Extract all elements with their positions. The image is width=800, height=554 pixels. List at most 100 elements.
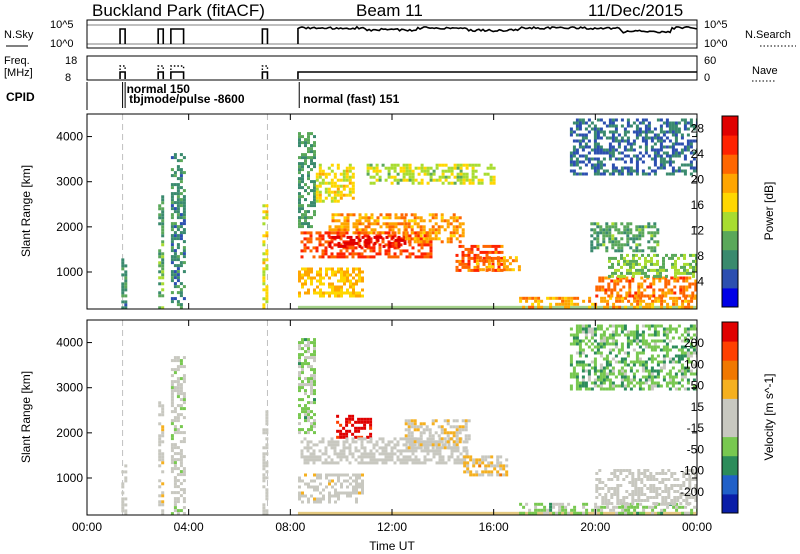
velocity-cell	[610, 472, 614, 475]
velocity-cell	[656, 384, 660, 388]
power-cell	[304, 216, 307, 220]
power-cell	[467, 247, 471, 251]
power-cell	[610, 288, 614, 292]
freq-frame	[86, 55, 698, 81]
power-cell	[360, 231, 364, 235]
velocity-cell	[596, 348, 600, 352]
power-cell	[345, 184, 349, 188]
power-data-layer	[121, 114, 697, 309]
power-cell	[307, 216, 310, 220]
power-cell	[414, 234, 418, 238]
power-cell	[310, 189, 313, 193]
velocity-cell	[534, 505, 538, 509]
power-cell	[528, 296, 532, 300]
power-cell	[396, 178, 400, 182]
power-cell	[173, 276, 177, 280]
velocity-cell	[581, 369, 585, 373]
power-cell	[176, 258, 180, 262]
time-tick-label: 20:00	[580, 520, 610, 534]
power-cell	[635, 262, 638, 266]
velocity-cell	[312, 461, 316, 465]
velocity-cell	[176, 431, 180, 435]
power-cell	[307, 270, 310, 274]
power-cell	[333, 184, 337, 188]
velocity-cell	[449, 431, 453, 435]
power-cell	[161, 222, 165, 226]
velocity-cell	[569, 372, 573, 376]
velocity-cell	[638, 360, 642, 364]
velocity-cell	[438, 449, 442, 453]
power-cell	[632, 234, 636, 238]
velocity-cell	[340, 485, 343, 489]
freq-tick-bottom: 8	[65, 72, 71, 84]
power-cell	[400, 213, 404, 217]
power-cell	[455, 259, 459, 263]
velocity-cell	[420, 440, 424, 444]
velocity-cell	[602, 357, 606, 361]
power-cell	[611, 222, 615, 226]
power-cell	[313, 135, 316, 139]
power-cell	[590, 249, 594, 253]
velocity-cell	[307, 431, 310, 435]
velocity-cell	[428, 428, 432, 432]
power-cell	[482, 262, 486, 266]
power-cell	[561, 296, 565, 300]
power-cell	[614, 169, 618, 173]
power-cell	[649, 285, 653, 289]
power-cell	[626, 259, 629, 263]
velocity-cell	[339, 455, 343, 459]
power-cell	[318, 243, 322, 247]
power-cell	[623, 145, 627, 149]
velocity-cell	[173, 356, 177, 360]
power-cell	[298, 270, 301, 274]
power-cell	[400, 216, 404, 220]
power-cell	[694, 282, 697, 286]
power-cell	[397, 235, 401, 239]
velocity-cell	[617, 351, 621, 355]
velocity-cell	[692, 378, 696, 382]
power-cell	[608, 259, 611, 263]
velocity-cell	[651, 508, 655, 512]
velocity-cell	[307, 338, 310, 342]
power-cell	[602, 243, 606, 247]
power-cell	[659, 157, 663, 161]
velocity-cell	[315, 455, 319, 459]
velocity-cell	[685, 502, 689, 505]
power-cell	[307, 150, 310, 154]
velocity-cell	[417, 458, 421, 462]
velocity-cell	[319, 476, 322, 480]
velocity-cell	[298, 398, 301, 402]
velocity-colorbar-label: Velocity [m s^-1]	[762, 374, 776, 461]
power-cell	[593, 139, 597, 143]
power-cell	[683, 118, 687, 122]
power-cell	[683, 271, 686, 275]
power-cell	[315, 196, 319, 200]
velocity-cell	[555, 511, 559, 515]
power-cell	[453, 181, 457, 185]
velocity-cell	[635, 342, 639, 346]
power-cell	[373, 222, 377, 226]
power-cell	[161, 282, 165, 286]
power-cell	[361, 235, 365, 239]
velocity-cell	[441, 461, 445, 465]
power-cell	[327, 193, 331, 197]
power-cell	[298, 195, 301, 199]
power-cell	[343, 282, 346, 286]
power-cell	[298, 201, 301, 205]
velocity-cell	[158, 479, 162, 483]
power-cell	[485, 259, 489, 263]
velocity-cell	[342, 440, 346, 444]
power-cell	[610, 294, 614, 298]
power-cell	[301, 156, 304, 160]
power-cell	[355, 294, 358, 298]
velocity-cell	[176, 446, 180, 450]
velocity-cell	[375, 443, 379, 447]
power-cell	[417, 172, 421, 176]
power-cell	[680, 271, 683, 275]
velocity-cell	[313, 497, 316, 501]
velocity-cell	[417, 446, 421, 450]
velocity-cell	[617, 324, 621, 328]
power-cell	[575, 160, 579, 164]
